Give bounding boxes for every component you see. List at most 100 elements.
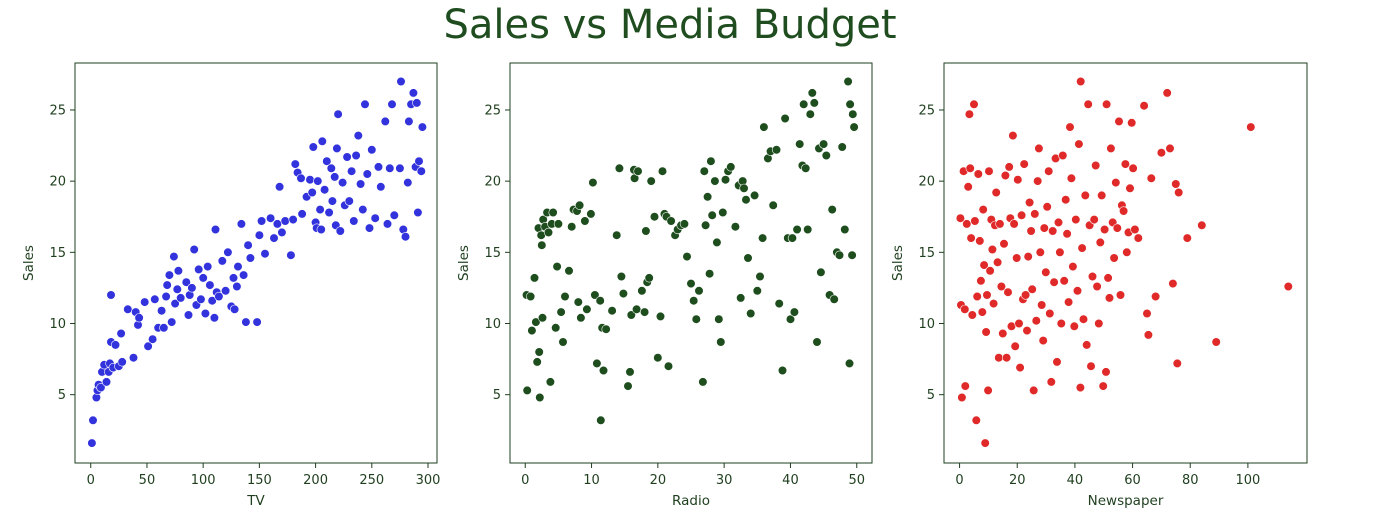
tv-x-tick-label: 0 [87,473,95,488]
tv-data-point [396,76,406,87]
tv-data-point [194,264,204,275]
radio-data-point [592,358,602,369]
tv-data-point [148,334,158,344]
tv-data-point [228,273,239,283]
radio-data-point [816,267,826,277]
tv-data-point [266,213,276,223]
newspaper-data-point [1003,287,1013,297]
radio-data-point [596,415,606,425]
newspaper-y-tick-label: 15 [918,246,935,261]
radio-data-point [730,222,741,232]
radio-data-point [718,207,728,218]
radio-data-point [818,139,829,149]
tv-data-point [183,310,194,320]
newspaper-data-point [999,239,1009,249]
radio-data-point [706,156,716,166]
tv-data-point [395,163,405,173]
tv-data-point [414,156,424,166]
tv-data-point [88,415,98,425]
radio-data-point [552,262,562,272]
newspaper-data-point [1035,247,1045,257]
newspaper-data-point [1086,361,1096,371]
newspaper-data-point [1077,243,1087,253]
tv-data-point [305,175,315,185]
tv-points [87,76,428,448]
newspaper-data-point [985,266,995,276]
newspaper-data-point [955,213,966,223]
newspaper-data-point [1097,190,1107,200]
newspaper-data-point [1127,118,1137,128]
radio-data-point [801,163,811,173]
radio-data-point [845,99,855,109]
newspaper-data-point [1122,247,1132,257]
newspaper-x-axis-label: Newspaper [1088,493,1164,509]
tv-data-point [335,226,345,236]
tv-data-point [416,166,426,176]
radio-y-tick-label: 10 [484,317,501,332]
tv-data-point [162,280,172,290]
newspaper-data-point [1125,183,1135,193]
radio-x-tick-label: 10 [583,473,600,488]
newspaper-data-point [1034,143,1044,153]
tv-data-point [373,162,384,172]
radio-data-point [803,224,813,235]
radio-data-point [777,365,788,376]
tv-data-point [367,145,377,155]
newspaper-data-point [1059,276,1069,286]
radio-data-point [799,99,809,109]
tv-plot-area [74,62,438,464]
newspaper-x-tick-label: 20 [1009,473,1026,488]
newspaper-data-point [998,328,1008,339]
radio-data-point [746,308,756,319]
radio-data-point [689,296,699,306]
tv-data-point [143,341,153,351]
tv-data-point [362,169,372,179]
newspaper-plot-area [943,62,1308,464]
newspaper-data-point [1026,226,1036,236]
radio-y-tick-label: 25 [484,103,501,118]
tv-data-point [230,304,240,314]
tv-data-point [413,207,423,218]
newspaper-data-point [1045,308,1055,319]
radio-data-point [714,314,724,324]
radio-x-tick-label: 40 [782,473,799,488]
tv-data-point [269,233,279,243]
tv-y-tick-label: 15 [49,246,66,261]
radio-x-tick-label: 30 [716,473,733,488]
radio-data-point [598,365,609,376]
tv-data-point [241,317,251,327]
newspaper-data-point [1143,330,1153,340]
radio-data-point [805,109,815,119]
newspaper-scatter-chart: 0 20 40 60 80 100 5 10 15 20 25 Newspaper Sales [890,62,1308,509]
radio-data-point [716,337,726,347]
newspaper-data-point [1066,173,1076,183]
radio-data-point [623,381,633,391]
radio-data-point [551,323,561,333]
radio-data-point [637,286,647,296]
tv-data-point [232,281,242,292]
newspaper-data-point [1033,176,1043,186]
newspaper-points [955,76,1293,448]
newspaper-data-point [1058,150,1068,161]
newspaper-data-point [1162,88,1172,98]
newspaper-data-point [1039,223,1049,233]
newspaper-data-point [1197,220,1207,230]
newspaper-data-point [1053,217,1064,227]
tv-x-tick-label: 300 [416,473,441,488]
newspaper-data-point [1130,224,1140,235]
tv-data-point [106,290,116,300]
newspaper-data-point [966,233,976,243]
newspaper-data-point [1023,252,1033,262]
tv-data-point [134,313,144,323]
tv-data-point [176,293,186,303]
newspaper-data-point [1038,336,1048,346]
radio-data-point [537,240,547,250]
tv-x-tick-label: 100 [191,473,216,488]
radio-data-point [558,337,568,347]
newspaper-data-point [1092,281,1102,292]
newspaper-x-tick-label: 80 [1182,473,1199,488]
newspaper-data-point [1080,190,1090,200]
newspaper-data-point [1112,223,1122,233]
tv-data-point [223,247,233,257]
tv-data-point [187,283,197,293]
